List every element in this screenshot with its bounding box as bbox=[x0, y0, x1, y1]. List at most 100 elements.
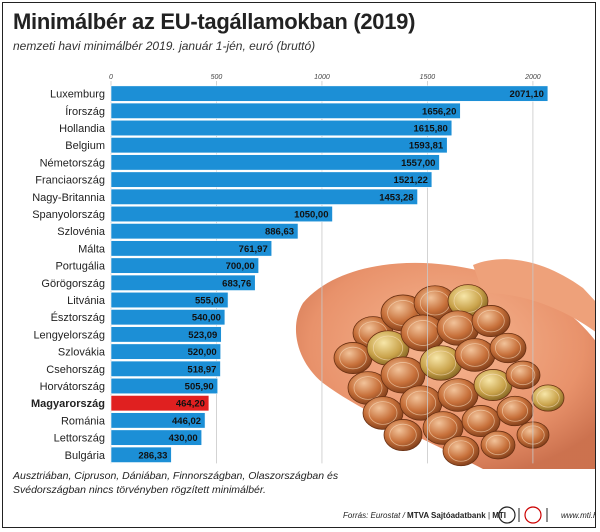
bar bbox=[110, 188, 418, 205]
coin-rim-decoration bbox=[339, 346, 367, 370]
chart-title: Minimálbér az EU-tagállamokban (2019) bbox=[13, 9, 416, 34]
coin-rim-decoration bbox=[353, 376, 383, 400]
bar-row: Hollandia 1615,80 bbox=[59, 119, 453, 137]
bar-row: Észtország 540,00 bbox=[51, 309, 226, 326]
data-label: 446,02 bbox=[172, 416, 201, 427]
mtva-logo-icon bbox=[524, 506, 542, 524]
bar bbox=[110, 205, 333, 223]
coin-rim-decoration bbox=[479, 373, 507, 397]
bar-row: Magyarország 464,20 bbox=[31, 395, 210, 412]
data-label: 761,97 bbox=[239, 244, 268, 255]
data-label: 1050,00 bbox=[294, 210, 328, 221]
bar-row: Spanyolország 1050,00 bbox=[32, 205, 333, 223]
bar bbox=[110, 137, 448, 154]
bar-row: Szlovákia 520,00 bbox=[58, 343, 221, 360]
bar bbox=[110, 360, 221, 377]
bar bbox=[110, 326, 222, 343]
bar-row: Litvánia 555,00 bbox=[67, 291, 229, 309]
coin-rim-decoration bbox=[477, 309, 505, 333]
bar bbox=[110, 171, 433, 188]
thumb-illustration bbox=[473, 259, 595, 332]
bar bbox=[110, 343, 221, 360]
data-label: 1656,20 bbox=[422, 106, 456, 117]
data-label: 1557,00 bbox=[401, 158, 435, 169]
category-label: Málta bbox=[78, 243, 106, 255]
data-label: 555,00 bbox=[195, 296, 224, 307]
data-label: 520,00 bbox=[188, 347, 217, 358]
coin-rim-decoration bbox=[467, 409, 495, 433]
coin-rim-decoration bbox=[428, 416, 458, 440]
bar bbox=[110, 102, 461, 119]
coin-rim-decoration bbox=[387, 362, 419, 388]
mti-logo-icon bbox=[498, 506, 516, 524]
category-label: Románia bbox=[61, 415, 106, 427]
infographic-frame: Minimálbér az EU-tagállamokban (2019) ne… bbox=[2, 2, 596, 528]
category-label: Csehország bbox=[46, 364, 105, 376]
bar-row: Nagy-Britannia 1453,28 bbox=[32, 188, 418, 205]
bar bbox=[110, 429, 203, 446]
data-label: 286,33 bbox=[138, 450, 167, 461]
category-label: Portugália bbox=[55, 261, 105, 273]
bar-highlight bbox=[110, 395, 210, 412]
category-label: Szlovákia bbox=[58, 347, 106, 359]
category-label: Franciaország bbox=[35, 175, 105, 187]
coin-rim-decoration bbox=[485, 434, 511, 456]
category-label: Nagy-Britannia bbox=[32, 192, 106, 204]
source-separator: | bbox=[485, 511, 493, 520]
coin-rim-decoration bbox=[442, 315, 474, 341]
category-label: Németország bbox=[40, 157, 105, 169]
x-tick-label: 2000 bbox=[524, 74, 541, 81]
category-label: Magyarország bbox=[31, 398, 105, 410]
bar-row: Málta 761,97 bbox=[78, 240, 273, 257]
coin-rim-decoration bbox=[536, 388, 560, 408]
coin-rim-decoration bbox=[510, 364, 536, 386]
category-label: Görögország bbox=[41, 278, 105, 290]
category-label: Spanyolország bbox=[32, 209, 105, 221]
coin-rim-decoration bbox=[460, 343, 490, 367]
data-label: 518,97 bbox=[187, 364, 216, 375]
category-label: Lengyelország bbox=[33, 329, 105, 341]
coin-rim-decoration bbox=[443, 383, 473, 407]
bar-row: Németország 1557,00 bbox=[40, 154, 440, 171]
bar bbox=[110, 240, 273, 257]
category-label: Szlovénia bbox=[57, 226, 106, 238]
coin-rim-decoration bbox=[494, 337, 521, 359]
data-label: 1615,80 bbox=[414, 124, 448, 135]
bar-row: Szlovénia 886,63 bbox=[57, 223, 299, 240]
coin-rim-decoration bbox=[501, 400, 528, 422]
bar-row: Portugália 700,00 bbox=[55, 257, 259, 274]
data-label: 700,00 bbox=[226, 261, 255, 272]
category-label: Bulgária bbox=[65, 450, 106, 462]
bar-row: Horvátország 505,90 bbox=[40, 377, 219, 395]
site-url: www.mti.hu bbox=[561, 511, 595, 520]
chart-footnote: Ausztriában, Cipruson, Dániában, Finnors… bbox=[13, 470, 339, 496]
bar bbox=[110, 291, 229, 309]
data-label: 1521,22 bbox=[394, 175, 428, 186]
bar-row: Románia 446,02 bbox=[61, 412, 206, 429]
source-label: Forrás: Eurostat / bbox=[343, 511, 408, 520]
x-tick-label: 500 bbox=[211, 74, 223, 81]
category-label: Észtország bbox=[51, 311, 105, 324]
data-label: 683,76 bbox=[222, 278, 251, 289]
data-label: 1453,28 bbox=[379, 192, 413, 203]
bar-row: Csehország 518,97 bbox=[46, 360, 221, 377]
bar-row: Görögország 683,76 bbox=[41, 274, 256, 291]
bar bbox=[110, 446, 172, 463]
bar-row: Franciaország 1521,22 bbox=[35, 171, 433, 188]
bar bbox=[110, 223, 299, 240]
source-credit: Forrás: Eurostat / MTVA Sajtóadatbank | … bbox=[343, 511, 506, 520]
bar-row: Belgium 1593,81 bbox=[65, 137, 448, 154]
x-tick-label: 1500 bbox=[420, 74, 436, 81]
category-label: Luxemburg bbox=[50, 89, 105, 101]
coin-rim-decoration bbox=[368, 401, 398, 425]
data-label: 540,00 bbox=[192, 313, 221, 324]
bar bbox=[110, 154, 440, 171]
source-credit-name: MTVA Sajtóadatbank bbox=[407, 511, 486, 520]
category-label: Írország bbox=[65, 105, 105, 118]
bar-row: Lengyelország 523,09 bbox=[33, 326, 222, 343]
data-label: 430,00 bbox=[169, 433, 198, 444]
coin-rim-decoration bbox=[447, 440, 474, 462]
bar-row: Luxemburg 2071,10 bbox=[50, 85, 549, 102]
category-label: Litvánia bbox=[67, 295, 106, 307]
bar bbox=[110, 412, 206, 429]
